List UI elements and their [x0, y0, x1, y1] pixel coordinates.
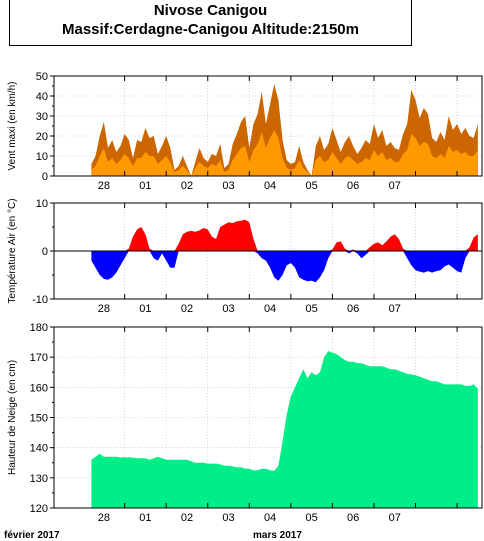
x-day-label: 28: [98, 303, 110, 315]
x-day-label: 06: [347, 303, 359, 315]
x-day-label: 06: [347, 512, 359, 524]
y-tick-label: 140: [30, 443, 48, 455]
y-axis-label: Hauteur de Neige (en cm): [7, 360, 18, 475]
station-subtitle: Massif:Cerdagne-Canigou Altitude:2150m: [62, 21, 359, 38]
y-tick-label: 160: [30, 382, 48, 394]
snow-depth-panel: 120 130 140 150 160 170 180 Hauteur de Neige (e…: [7, 322, 483, 524]
y-tick-label: 20: [36, 131, 48, 143]
y-tick-label: 0: [42, 246, 48, 258]
wind-area: [91, 130, 478, 176]
station-title: Nivose Canigou: [153, 2, 268, 19]
y-tick-label: 170: [30, 352, 48, 364]
x-day-label: 28: [98, 180, 110, 192]
y-tick-label: 150: [30, 413, 48, 425]
snow-depth-area: [91, 351, 478, 508]
x-day-label: 07: [389, 180, 401, 192]
x-day-label: 06: [347, 180, 359, 192]
y-tick-label: 130: [30, 473, 48, 485]
x-day-label: 07: [389, 303, 401, 315]
x-day-label: 02: [181, 180, 193, 192]
x-day-label: 07: [389, 512, 401, 524]
wind-panel: 0 10 20 30 40 50 Vent maxi (en km/h) 28 01 02 03 04…: [7, 71, 483, 192]
y-tick-label: 10: [36, 151, 48, 163]
x-day-label: 28: [98, 512, 110, 524]
y-tick-label: 180: [30, 322, 48, 334]
y-tick-label: 50: [36, 71, 48, 83]
title-box: Nivose Canigou Massif:Cerdagne-Canigou A…: [9, 0, 412, 46]
y-tick-label: 30: [36, 111, 48, 123]
y-tick-label: 0: [42, 171, 48, 183]
y-axis-label: Température Air (en °C): [7, 198, 18, 303]
x-day-label: 05: [306, 303, 318, 315]
x-day-label: 04: [264, 303, 276, 315]
x-day-label: 01: [139, 512, 151, 524]
month-label-february: février 2017: [4, 530, 60, 541]
x-day-label: 04: [264, 180, 276, 192]
x-day-label: 03: [222, 303, 234, 315]
y-tick-label: -10: [32, 294, 48, 306]
temperature-panel: -10 0 10 Température Air (en °C) 28 01 02 03 04 0…: [7, 198, 483, 315]
x-day-label: 05: [306, 512, 318, 524]
y-axis-label: Vent maxi (en km/h): [7, 82, 18, 171]
x-day-label: 01: [139, 303, 151, 315]
x-day-label: 03: [222, 512, 234, 524]
x-day-label: 04: [264, 512, 276, 524]
x-day-label: 05: [306, 180, 318, 192]
x-day-label: 01: [139, 180, 151, 192]
wind-area: [91, 84, 478, 176]
x-day-label: 02: [181, 303, 193, 315]
temperature-negative-area: [91, 251, 478, 283]
temperature-positive-area: [91, 219, 478, 251]
month-label-march: mars 2017: [253, 530, 302, 541]
y-tick-label: 120: [30, 503, 48, 515]
y-tick-label: 10: [36, 198, 48, 210]
x-day-label: 03: [222, 180, 234, 192]
month-labels: février 2017 mars 2017: [4, 530, 302, 541]
x-day-label: 02: [181, 512, 193, 524]
y-tick-label: 40: [36, 91, 48, 103]
